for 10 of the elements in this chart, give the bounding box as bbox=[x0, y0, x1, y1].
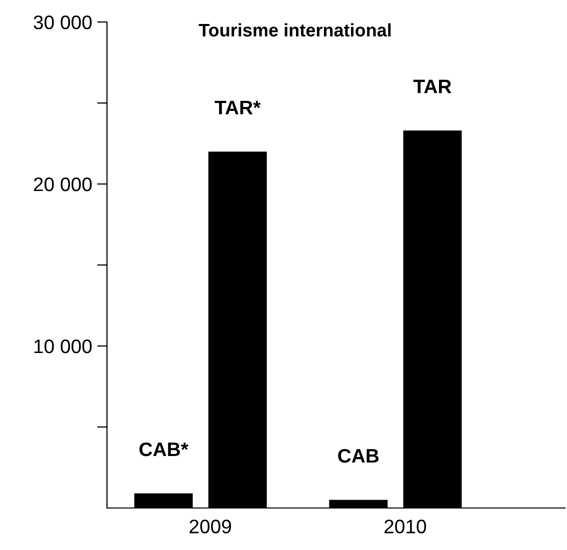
y-tick-label: 10 000 bbox=[34, 339, 92, 354]
annotation: TAR bbox=[413, 80, 452, 94]
x-tick-label: 2009 bbox=[190, 520, 231, 534]
annotation: TAR* bbox=[214, 100, 261, 114]
annotation: CAB* bbox=[139, 442, 188, 456]
chart-title: Tourisme international bbox=[198, 23, 391, 37]
x-tick-label: 2010 bbox=[384, 520, 426, 534]
y-tick-label: 30 000 bbox=[34, 15, 92, 30]
y-tick-label: 20 000 bbox=[34, 177, 92, 192]
annotation: CAB bbox=[338, 448, 379, 463]
